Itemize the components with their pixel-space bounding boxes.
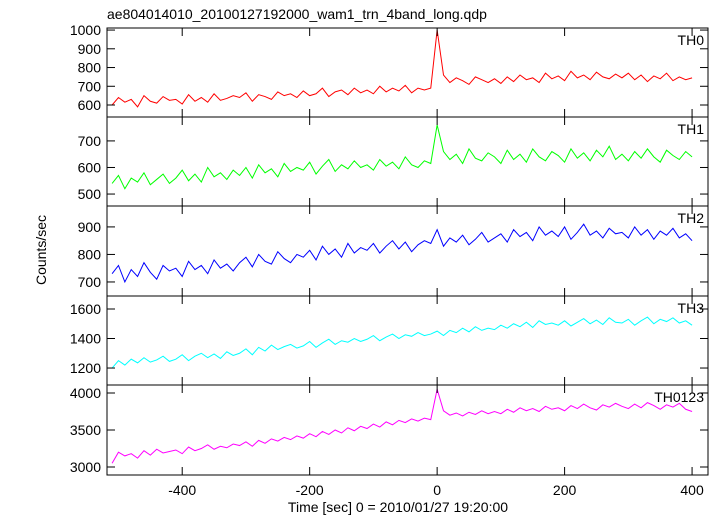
x-tick-label: -400 xyxy=(168,482,196,498)
x-axis-label: Time [sec] 0 = 2010/01/27 19:20:00 xyxy=(288,499,508,515)
chart-title: ae804014010_20100127192000_wam1_trn_4ban… xyxy=(107,6,487,22)
panel-label: TH3 xyxy=(678,300,705,316)
panel-label: TH0 xyxy=(678,32,705,48)
y-tick-label: 4000 xyxy=(70,385,101,401)
panel-frame xyxy=(106,295,709,386)
y-tick-label: 600 xyxy=(78,97,102,113)
y-tick-label: 800 xyxy=(78,60,102,76)
x-tick-label: -200 xyxy=(296,482,324,498)
y-tick-label: 3500 xyxy=(70,422,101,438)
y-tick-label: 500 xyxy=(78,186,102,202)
y-axis-label: Counts/sec xyxy=(33,215,49,285)
y-tick-label: 700 xyxy=(78,274,102,290)
y-tick-label: 800 xyxy=(78,246,102,262)
x-tick-label: 0 xyxy=(433,482,441,498)
series-line xyxy=(111,124,693,190)
x-tick-label: 400 xyxy=(680,482,704,498)
panel-label: TH2 xyxy=(678,210,705,226)
y-tick-label: 1000 xyxy=(70,22,101,38)
y-tick-label: 600 xyxy=(78,159,102,175)
y-tick-label: 700 xyxy=(78,78,102,94)
series-line xyxy=(111,29,693,108)
y-tick-label: 1200 xyxy=(70,360,101,376)
series-line xyxy=(111,316,693,369)
panel-frame xyxy=(106,27,709,118)
y-tick-label: 900 xyxy=(78,41,102,57)
panel-frame xyxy=(106,384,709,476)
panel-label: TH1 xyxy=(678,121,705,137)
x-tick-label: 200 xyxy=(553,482,577,498)
panel-label: TH0123 xyxy=(654,389,704,405)
panel-frame xyxy=(106,116,709,207)
y-tick-label: 1600 xyxy=(70,301,101,317)
series-line xyxy=(111,389,693,464)
y-tick-label: 700 xyxy=(78,133,102,149)
y-tick-label: 900 xyxy=(78,219,102,235)
y-tick-label: 3000 xyxy=(70,459,101,475)
y-tick-label: 1400 xyxy=(70,331,101,347)
series-line xyxy=(111,223,693,284)
panel-frame xyxy=(106,205,709,297)
